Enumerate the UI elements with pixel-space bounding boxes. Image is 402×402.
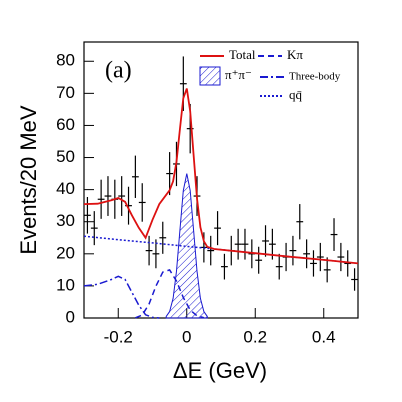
- x-tick-label: 0.4: [312, 327, 336, 346]
- y-axis-title: Events/20 MeV: [16, 105, 41, 255]
- x-tick-label: 0: [182, 327, 191, 346]
- curve-dashdot: [83, 275, 160, 319]
- y-tick-label: 40: [56, 179, 75, 198]
- curve-solid: [83, 88, 359, 265]
- x-tick-label: -0.2: [104, 327, 133, 346]
- x-tick-label: 0.2: [243, 327, 267, 346]
- y-tick-label: 20: [56, 243, 75, 262]
- plot-frame: [83, 41, 359, 319]
- y-tick-label: 0: [66, 307, 75, 326]
- legend-label: Total: [229, 47, 256, 62]
- y-tick-label: 10: [56, 275, 75, 294]
- y-tick-label: 70: [56, 83, 75, 102]
- legend-label: qq̄: [289, 87, 303, 102]
- legend-label: Three-body: [289, 71, 341, 83]
- legend-label: Kπ: [287, 47, 303, 62]
- legend-swatch: [199, 66, 221, 86]
- curve-dashed: [135, 269, 205, 319]
- panel-label: (a): [105, 58, 132, 84]
- y-tick-label: 50: [56, 147, 75, 166]
- y-tick-label: 60: [56, 115, 75, 134]
- legend-label: π⁺π⁻: [225, 67, 252, 82]
- curve-hatched: [165, 173, 208, 319]
- y-tick-label: 80: [56, 51, 75, 70]
- y-tick-label: 30: [56, 211, 75, 230]
- x-axis-title: ΔE (GeV): [173, 358, 267, 383]
